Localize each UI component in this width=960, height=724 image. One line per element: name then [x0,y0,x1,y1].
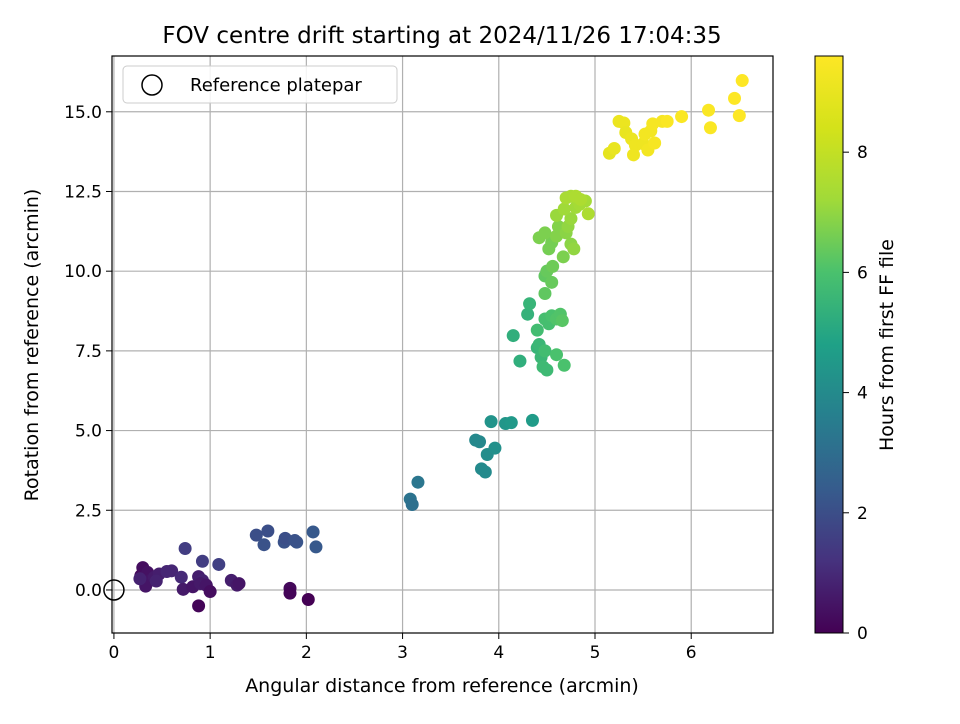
data-point [192,599,206,613]
data-point [555,314,569,328]
data-point [538,286,552,300]
data-point [149,574,163,588]
data-point [288,534,302,548]
data-point [545,275,559,289]
data-point [261,524,275,538]
data-point [530,323,544,337]
data-point [484,415,498,429]
x-tick-label: 2 [301,643,312,663]
data-point [557,202,571,216]
x-tick-label: 0 [109,643,120,663]
data-point [564,212,578,226]
data-points [133,74,749,613]
data-point [133,572,147,586]
data-point [556,250,570,264]
data-point [581,207,595,221]
data-point [546,259,560,273]
data-point [488,441,502,455]
y-tick-label: 5.0 [75,422,102,442]
data-point [540,363,554,377]
colorbar-ticks: 0 2 4 6 8 [843,143,868,644]
plot-frame [111,55,774,634]
x-tick-label: 4 [493,643,504,663]
data-point [506,329,520,343]
legend-box [122,65,398,104]
legend: Reference platepar [122,65,398,104]
y-tick-label: 2.5 [75,501,102,521]
x-axis-label: Angular distance from reference (arcmin) [245,675,639,697]
data-point [703,121,717,135]
x-tick-label: 5 [590,643,601,663]
data-point [513,354,527,368]
data-point [405,498,419,512]
data-point [257,538,271,552]
data-point [195,554,209,568]
data-point [574,192,588,206]
data-point [557,358,571,372]
data-point [232,577,246,591]
y-tick-label: 7.5 [75,342,102,362]
colorbar-tick-label: 4 [857,384,868,404]
data-point [306,525,320,539]
data-point [212,557,226,571]
data-point [525,413,539,427]
data-point [607,141,621,155]
x-tick-label: 6 [686,643,697,663]
data-point [660,114,674,128]
legend-reference-marker [141,74,163,96]
colorbar-label: Hours from first FF file [876,239,898,451]
chart-title: FOV centre drift starting at 2024/11/26 … [162,23,721,49]
data-point [538,226,552,240]
data-point [521,307,535,321]
data-point [523,297,537,311]
y-tick-label: 10.0 [64,262,102,282]
data-point [702,103,716,117]
reference-marker-group [103,579,125,601]
y-tick-label: 12.5 [64,182,102,202]
x-tick-label: 3 [397,643,408,663]
data-point [728,91,742,105]
legend-reference-label: Reference platepar [190,75,362,96]
data-point [550,348,564,362]
colorbar-tick-label: 2 [857,504,868,524]
data-point [626,148,640,162]
data-point [301,593,315,607]
reference-platepar-marker [103,579,125,601]
data-point [478,465,492,479]
y-tick-label: 0.0 [75,581,102,601]
data-point [504,416,518,430]
data-point [309,540,323,554]
data-point [165,564,179,578]
colorbar-tick-label: 6 [857,263,868,283]
y-tick-label: 15.0 [64,103,102,123]
x-axis-ticks: 0 1 2 3 4 5 6 [109,633,697,663]
data-point [567,242,581,256]
gridlines [112,56,773,633]
x-tick-label: 1 [205,643,216,663]
colorbar [814,55,844,634]
data-point [178,542,192,556]
data-point [249,528,263,542]
data-point [473,435,487,449]
data-point [283,586,297,600]
data-point [538,344,552,358]
data-point [203,585,217,599]
data-point [675,110,689,124]
data-point [732,109,746,123]
colorbar-tick-label: 0 [857,624,868,644]
data-point [174,570,188,584]
y-axis-ticks: 0.0 2.5 5.0 7.5 10.0 12.5 15.0 [64,103,112,601]
data-point [648,136,662,150]
y-axis-label: Rotation from reference (arcmin) [21,189,43,502]
data-point [411,475,425,489]
colorbar-tick-label: 8 [857,143,868,163]
data-point [735,74,749,88]
